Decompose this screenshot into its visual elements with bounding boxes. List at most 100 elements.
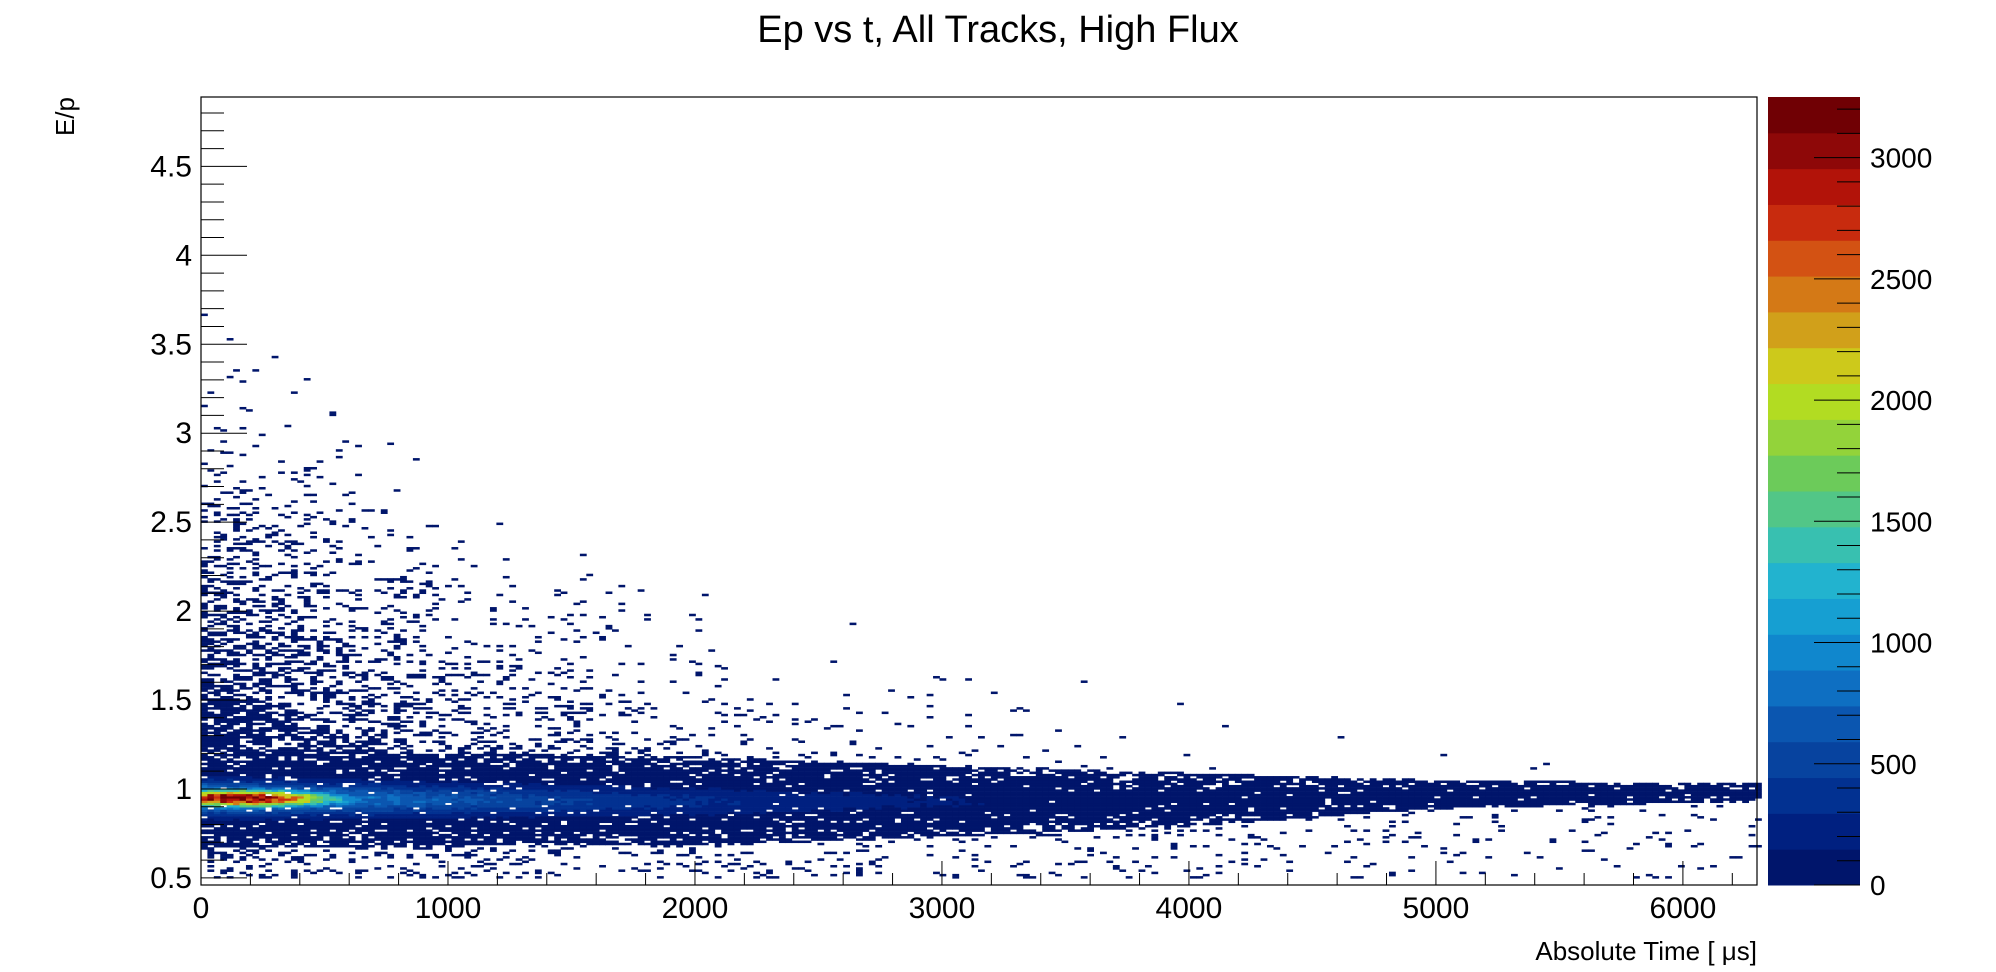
density-cell [509, 753, 517, 757]
density-cell [393, 818, 401, 821]
density-cell [316, 673, 324, 677]
density-cell [579, 807, 587, 810]
density-cell [335, 756, 343, 759]
density-cell [406, 569, 414, 572]
density-cell [258, 844, 266, 848]
density-cell [226, 591, 234, 595]
density-cell [329, 773, 337, 777]
density-cell [342, 809, 350, 812]
density-cell [554, 804, 562, 808]
density-cell [579, 791, 587, 795]
density-cell [483, 791, 491, 795]
density-cell [611, 811, 619, 815]
density-cell [656, 742, 664, 746]
density-cell [605, 627, 613, 630]
density-cell [560, 836, 568, 839]
density-cell [457, 809, 465, 812]
density-cell [438, 809, 446, 812]
density-cell [605, 807, 613, 810]
density-cell [233, 718, 240, 721]
density-cell [245, 702, 253, 706]
density-cell [213, 613, 221, 617]
density-cell [592, 829, 600, 832]
density-cell [233, 518, 240, 521]
density-cell [335, 764, 343, 768]
density-cell [393, 824, 401, 828]
density-cell [361, 793, 369, 797]
density-cell [220, 782, 228, 786]
density-cell [489, 791, 497, 795]
density-cell [727, 809, 735, 812]
density-cell [290, 684, 298, 688]
density-cell [541, 773, 549, 777]
density-cell [669, 782, 677, 786]
density-cell [278, 760, 285, 764]
density-cell [586, 771, 594, 775]
density-cell [297, 816, 305, 819]
density-cell [323, 718, 330, 721]
density-cell [425, 793, 433, 797]
density-cell [573, 867, 581, 870]
density-cell [233, 651, 240, 655]
density-cell [252, 671, 260, 675]
density-cell [618, 869, 626, 872]
density-cell [342, 771, 350, 775]
density-cell [528, 760, 536, 764]
density-cell [220, 702, 228, 706]
density-cell [380, 840, 388, 844]
density-cell [297, 727, 305, 730]
density-cell [445, 764, 452, 768]
density-cell [470, 720, 478, 723]
density-cell [271, 764, 279, 768]
density-cell [374, 660, 382, 663]
density-cell [265, 760, 273, 764]
density-cell [695, 784, 703, 788]
density-cell [496, 798, 504, 801]
density-cell [547, 769, 555, 772]
density-cell [271, 684, 279, 688]
density-cell [201, 698, 208, 701]
density-cell [374, 804, 382, 808]
density-cell [554, 704, 562, 708]
density-cell [567, 824, 574, 828]
density-cell [451, 820, 459, 824]
density-cell [201, 778, 208, 781]
density-cell [669, 778, 677, 781]
density-cell [278, 722, 285, 726]
density-cell [496, 682, 504, 686]
density-cell [541, 796, 549, 799]
density-cell [323, 784, 330, 788]
density-cell [496, 824, 504, 828]
density-cell [233, 822, 240, 826]
density-cell [258, 738, 266, 741]
density-cell [650, 833, 658, 837]
density-cell [310, 671, 317, 675]
density-cell [348, 767, 356, 770]
density-cell [393, 633, 401, 637]
density-cell [233, 809, 240, 812]
density-cell [579, 767, 587, 770]
density-cell [258, 796, 266, 799]
density-cell [451, 822, 459, 826]
density-cell [631, 831, 639, 835]
density-cell [534, 742, 542, 746]
density-cell [432, 838, 439, 841]
density-cell [586, 804, 594, 808]
density-cell [290, 809, 298, 812]
density-cell [682, 793, 690, 797]
density-cell [682, 840, 690, 844]
density-cell [567, 820, 574, 824]
density-cell [560, 840, 568, 844]
density-cell [252, 791, 260, 795]
density-cell [567, 831, 574, 835]
density-cell [374, 658, 382, 661]
density-cell [502, 829, 510, 832]
density-cell [265, 849, 273, 852]
density-cell [579, 738, 587, 741]
density-cell [245, 829, 253, 832]
density-cell [644, 862, 651, 866]
density-cell [201, 784, 208, 788]
density-cell [342, 673, 350, 677]
density-cell [412, 776, 420, 779]
